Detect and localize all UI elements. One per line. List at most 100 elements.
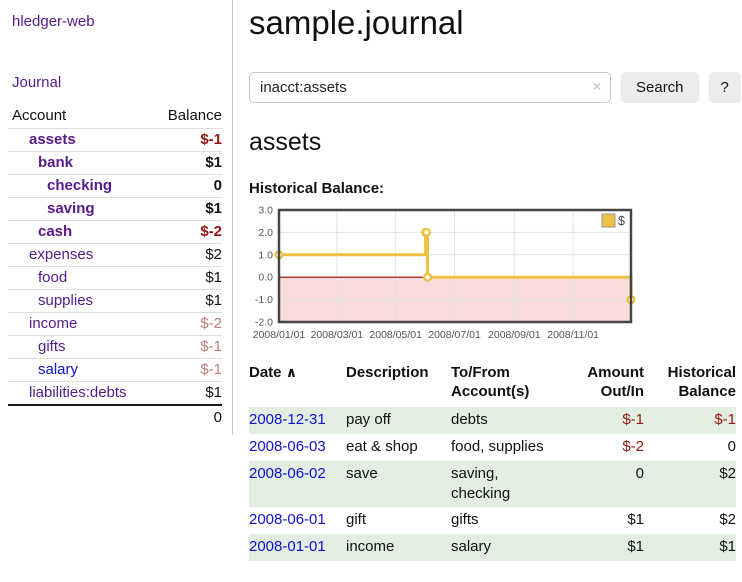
data-point-marker: [422, 227, 432, 237]
search-button[interactable]: Search: [621, 71, 699, 103]
x-axis-tick-label: 2008/07/01: [428, 329, 481, 341]
legend-swatch: [601, 213, 616, 228]
account-row: food $1: [8, 266, 222, 290]
account-balance: $-1: [148, 335, 222, 359]
register-description-cell: income: [346, 538, 395, 556]
date-link[interactable]: 2008-06-02: [249, 464, 326, 482]
register-amount-cell: 0: [635, 464, 644, 482]
register-table-body: 2008-12-31 pay off debts $-1 $-1 2008-06-03 ea…: [249, 407, 736, 561]
register-balance-cell: $2: [719, 464, 736, 482]
register-date-cell: 2008-06-01: [249, 507, 346, 534]
data-point-marker: [422, 272, 433, 282]
register-header-amount: Amount Out/In: [587, 363, 644, 401]
legend-label: $: [618, 214, 625, 228]
account-link[interactable]: food: [38, 269, 68, 286]
account-heading: assets: [249, 127, 322, 156]
y-axis-tick-label: -2.0: [255, 316, 273, 328]
account-row: cash $-2: [8, 220, 222, 244]
register-accounts-cell: saving, checking: [451, 464, 511, 502]
account-balance: $1: [148, 197, 222, 221]
register-amount-cell: $-2: [622, 437, 644, 455]
register-row: 2008-12-31 pay off debts $-1 $-1: [249, 407, 736, 434]
accounts-table: Account Balance assets $-1 bank $1 checking 0…: [8, 104, 222, 429]
account-balance: $-1: [148, 128, 222, 152]
register-header-row: Date ∧ Description To/From Account(s) Am…: [249, 361, 736, 408]
sort-ascending-icon: ∧: [285, 363, 298, 380]
register-accounts-cell: gifts: [451, 511, 479, 529]
register-row: 2008-06-02 save saving, checking 0 $2: [249, 460, 736, 508]
date-link[interactable]: 2008-01-01: [249, 538, 326, 556]
accounts-total-value: 0: [148, 404, 222, 429]
search-box: ×: [249, 71, 611, 103]
account-link[interactable]: checking: [47, 177, 113, 194]
date-link[interactable]: 2008-06-03: [249, 437, 326, 455]
y-axis-tick-label: -1.0: [255, 294, 273, 306]
account-balance: $1: [148, 381, 222, 405]
register-description-cell: pay off: [346, 411, 391, 429]
search-help-button[interactable]: ?: [708, 71, 741, 103]
account-link[interactable]: income: [29, 315, 78, 332]
account-balance: $1: [148, 289, 222, 313]
account-row: bank $1: [8, 151, 222, 175]
register-balance-cell: 0: [727, 437, 736, 455]
app-title-link[interactable]: hledger-web: [12, 13, 95, 30]
search-input[interactable]: [249, 71, 611, 103]
register-row: 2008-06-03 eat & shop food, supplies $-2 0: [249, 434, 736, 461]
account-row: saving $1: [8, 197, 222, 221]
account-balance: $2: [148, 243, 222, 267]
account-link[interactable]: expenses: [29, 246, 94, 263]
account-row: expenses $2: [8, 243, 222, 267]
register-date-cell: 2008-06-02: [249, 461, 346, 508]
register-accounts-cell: salary: [451, 538, 492, 556]
date-link[interactable]: 2008-12-31: [249, 411, 326, 429]
x-axis-tick-label: 2008/09/01: [488, 329, 541, 341]
account-balance: $1: [148, 151, 222, 175]
register-accounts-cell: debts: [451, 411, 488, 429]
date-link[interactable]: 2008-06-01: [249, 511, 326, 529]
register-description-cell: gift: [346, 511, 367, 529]
x-axis-tick-label: 2008/03/01: [311, 329, 364, 341]
account-link[interactable]: assets: [29, 131, 76, 148]
register-balance-cell: $2: [719, 511, 736, 529]
accounts-header-row: Account Balance: [8, 104, 222, 129]
register-header-accounts: To/From Account(s): [451, 363, 530, 401]
account-balance: $1: [148, 266, 222, 290]
account-link[interactable]: bank: [38, 154, 74, 171]
y-axis-tick-label: 0.0: [258, 271, 273, 283]
register-header-date: Date ∧: [249, 361, 346, 408]
chart-label: Historical Balance:: [249, 179, 385, 197]
register-date-cell: 2008-12-31: [249, 407, 346, 434]
accounts-total-row: 0: [8, 404, 222, 429]
accounts-header-account: Account: [12, 107, 67, 124]
x-axis-tick-label: 2008/11/01: [547, 329, 599, 341]
register-header-date-label: Date: [249, 363, 282, 381]
register-description-cell: save: [346, 464, 378, 482]
chart-border: [277, 208, 633, 323]
y-axis-tick-label: 1.0: [258, 249, 273, 261]
account-link[interactable]: supplies: [38, 292, 94, 309]
account-link[interactable]: cash: [38, 223, 73, 240]
accounts-table-body: assets $-1 bank $1 checking 0 saving $1 cash $-2 e…: [8, 128, 222, 405]
account-row: income $-2: [8, 312, 222, 336]
account-link[interactable]: salary: [38, 361, 79, 378]
account-row: assets $-1: [8, 128, 222, 152]
account-link[interactable]: saving: [47, 200, 95, 217]
register-amount-cell: $1: [627, 511, 644, 529]
register-row: 2008-01-01 income salary $1 $1: [249, 534, 736, 561]
account-row: liabilities:debts $1: [8, 381, 222, 405]
register-date-cell: 2008-06-03: [249, 434, 346, 461]
register-accounts-cell: food, supplies: [451, 437, 544, 455]
account-row: supplies $1: [8, 289, 222, 313]
account-link[interactable]: liabilities:debts: [29, 384, 127, 401]
accounts-header-balance: Balance: [167, 107, 222, 124]
sidebar: hledger-web Journal Account Balance asse…: [0, 0, 233, 435]
register-header-description: Description: [346, 363, 429, 381]
account-balance: $-2: [148, 312, 222, 336]
account-link[interactable]: gifts: [38, 338, 66, 355]
sidebar-item-journal[interactable]: Journal: [12, 74, 62, 91]
x-axis-tick-label: 2008/01/01: [253, 329, 306, 341]
search-form: × Search ?: [249, 71, 741, 103]
account-balance: $-1: [148, 358, 222, 382]
clear-search-icon[interactable]: ×: [592, 77, 601, 94]
